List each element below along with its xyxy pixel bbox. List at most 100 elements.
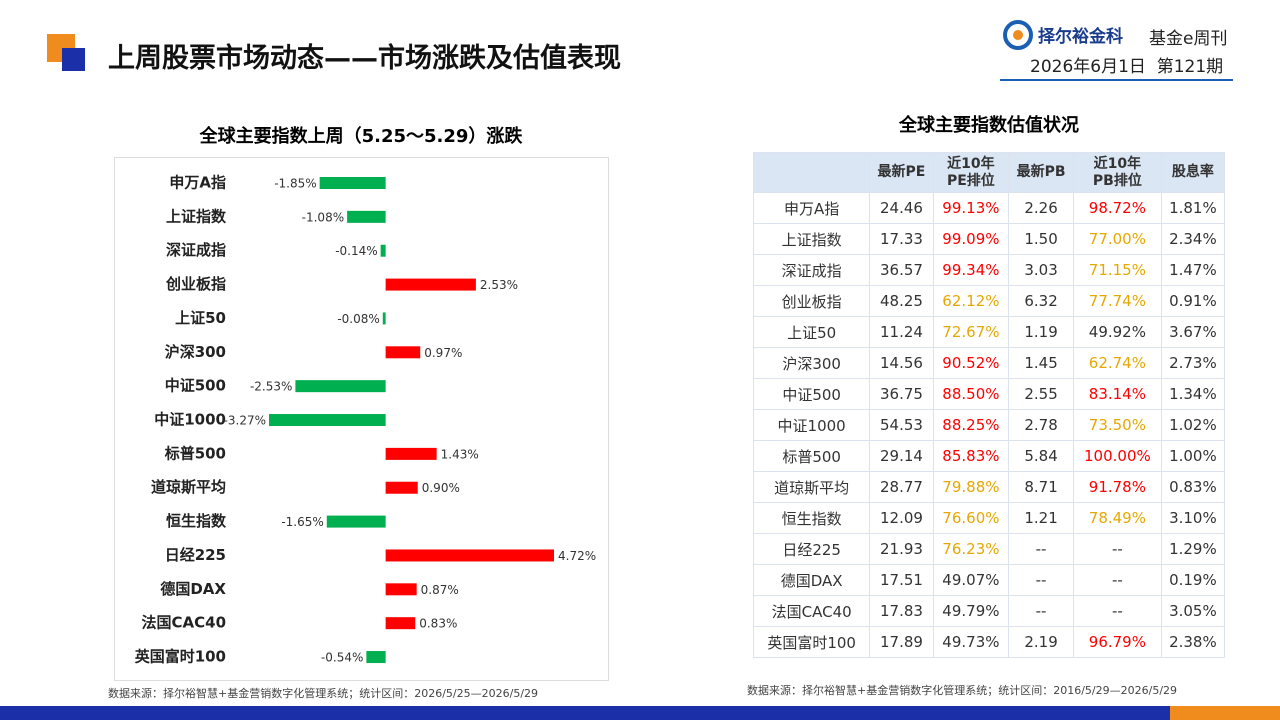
table-cell: 76.60% — [932, 502, 1010, 534]
publication: 基金e周刊 — [1149, 29, 1228, 49]
header-cell: 最新PE — [869, 152, 934, 193]
valuation-table: 最新PE 近10年 PE排位 最新PB 近10年 PB排位 股息率 申万A指 24.46 99… — [752, 152, 1226, 658]
footnote: 数据来源：择尔裕智慧+基金营销数字化管理系统；统计区间：2026/5/25—20… — [108, 687, 539, 700]
table-cell: 85.83% — [932, 440, 1010, 472]
value-label: -2.53% — [250, 380, 292, 394]
row-label: 中证1000 — [752, 409, 871, 441]
table-cell: 90.52% — [932, 347, 1010, 379]
value-label: 0.83% — [419, 617, 457, 631]
table-cell: 5.84 — [1008, 440, 1074, 472]
table-cell: -- — [1008, 533, 1074, 565]
footer-bar — [0, 706, 1170, 720]
table-cell: 14.56 — [869, 347, 934, 379]
bar — [385, 549, 554, 562]
category-label: 日经225 — [165, 546, 226, 564]
bar — [366, 651, 386, 664]
footer-bar — [1170, 706, 1280, 720]
table-cell: 2.55 — [1008, 378, 1074, 410]
table-cell: 49.07% — [932, 564, 1010, 596]
row-label: 深证成指 — [752, 254, 871, 286]
row-label: 恒生指数 — [752, 502, 871, 534]
category-label: 沪深300 — [165, 343, 226, 361]
bar — [347, 210, 386, 223]
table-cell: 1.81% — [1160, 192, 1226, 224]
row-label: 沪深300 — [752, 347, 871, 379]
table-cell: 79.88% — [932, 471, 1010, 503]
table-row: 深证成指 36.57 99.34% 3.03 71.15% 1.47% — [752, 254, 1226, 286]
table-cell: 36.57 — [869, 254, 934, 286]
table-cell: 21.93 — [869, 533, 934, 565]
logo — [1003, 20, 1033, 50]
deco-square — [62, 48, 85, 71]
issue: 2026年6月1日 第121期 — [1030, 57, 1224, 77]
table-cell: 1.34% — [1160, 378, 1226, 410]
table-cell: 83.14% — [1072, 378, 1162, 410]
table-cell: 1.00% — [1160, 440, 1226, 472]
table-cell: -- — [1072, 533, 1162, 565]
row-label: 创业板指 — [752, 285, 871, 317]
table-row: 道琼斯平均 28.77 79.88% 8.71 91.78% 0.83% — [752, 471, 1226, 503]
table-cell: 24.46 — [869, 192, 934, 224]
category-label: 中证500 — [165, 377, 226, 395]
table-cell: 0.19% — [1160, 564, 1226, 596]
table-row: 申万A指 24.46 99.13% 2.26 98.72% 1.81% — [752, 192, 1226, 224]
header-cell: 股息率 — [1160, 152, 1226, 193]
table-cell: 12.09 — [869, 502, 934, 534]
table-row: 创业板指 48.25 62.12% 6.32 77.74% 0.91% — [752, 285, 1226, 317]
table-row: 恒生指数 12.09 76.60% 1.21 78.49% 3.10% — [752, 502, 1226, 534]
table-cell: 2.38% — [1160, 626, 1226, 658]
value-label: 1.43% — [441, 447, 479, 461]
table-cell: 77.00% — [1072, 223, 1162, 255]
bar — [326, 515, 386, 528]
table-cell: -- — [1072, 595, 1162, 627]
bar — [385, 481, 418, 494]
value-label: 0.87% — [421, 583, 459, 597]
row-label: 上证指数 — [752, 223, 871, 255]
table-cell: 1.29% — [1160, 533, 1226, 565]
row-label: 德国DAX — [752, 564, 871, 596]
table-row: 英国富时100 17.89 49.73% 2.19 96.79% 2.38% — [752, 626, 1226, 658]
row-label: 上证50 — [752, 316, 871, 348]
bar — [269, 414, 386, 427]
table-cell: 72.67% — [932, 316, 1010, 348]
table-row: 德国DAX 17.51 49.07% -- -- 0.19% — [752, 564, 1226, 596]
table-cell: 1.45 — [1008, 347, 1074, 379]
table-cell: 3.03 — [1008, 254, 1074, 286]
table-row: 法国CAC40 17.83 49.79% -- -- 3.05% — [752, 595, 1226, 627]
table-cell: 11.24 — [869, 316, 934, 348]
table-cell: 1.19 — [1008, 316, 1074, 348]
table-row: 沪深300 14.56 90.52% 1.45 62.74% 2.73% — [752, 347, 1226, 379]
table-title: 全球主要指数估值状况 — [899, 115, 1079, 136]
table-cell: 88.25% — [932, 409, 1010, 441]
value-label: -1.65% — [281, 515, 323, 529]
table-cell: 91.78% — [1072, 471, 1162, 503]
header-cell: 近10年 PB排位 — [1072, 152, 1162, 193]
table-cell: 62.12% — [932, 285, 1010, 317]
row-label: 英国富时100 — [752, 626, 871, 658]
rule — [1000, 79, 1233, 81]
bar — [385, 583, 417, 596]
bar — [385, 346, 421, 359]
bar — [385, 617, 416, 630]
value-label: -0.14% — [335, 244, 377, 258]
bar — [319, 177, 386, 189]
table-cell: 2.19 — [1008, 626, 1074, 658]
table-cell: 99.13% — [932, 192, 1010, 224]
bar — [380, 244, 386, 257]
value-label: 4.72% — [558, 549, 596, 563]
value-label: 0.90% — [422, 481, 460, 495]
table-row: 中证500 36.75 88.50% 2.55 83.14% 1.34% — [752, 378, 1226, 410]
table-cell: 54.53 — [869, 409, 934, 441]
chart-frame: 申万A指 -1.85% 上证指数 -1.08% 深证成指 -0.14% 创业板指 2.53% 上… — [114, 157, 609, 681]
table-cell: 0.91% — [1160, 285, 1226, 317]
category-label: 英国富时100 — [135, 648, 226, 666]
value-label: -1.08% — [302, 210, 344, 224]
bar — [382, 312, 386, 325]
table-cell: 2.78 — [1008, 409, 1074, 441]
table-cell: 48.25 — [869, 285, 934, 317]
table-row: 中证1000 54.53 88.25% 2.78 73.50% 1.02% — [752, 409, 1226, 441]
chart-title: 全球主要指数上周（5.25～5.29）涨跌 — [199, 126, 523, 147]
table-cell: 49.79% — [932, 595, 1010, 627]
table-cell: 77.74% — [1072, 285, 1162, 317]
